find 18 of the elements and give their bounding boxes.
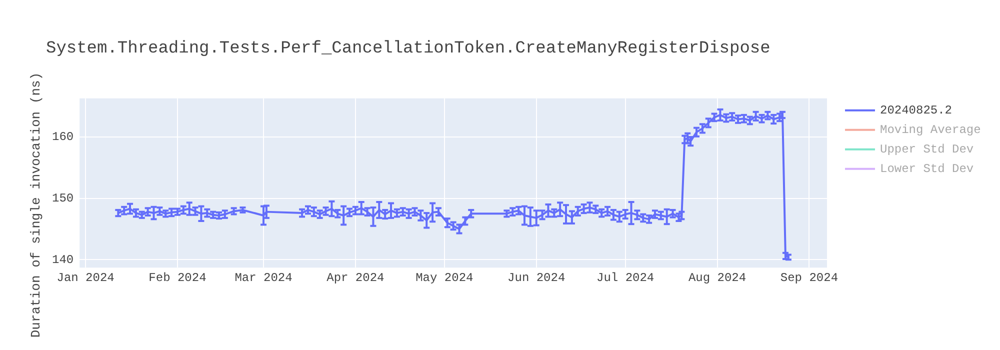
x-tick-label: Feb 2024 [148,270,206,285]
chart-title: System.Threading.Tests.Perf_CancellationToken.CreateManyRegisterDispose [46,40,770,59]
x-tick-label: Jul 2024 [596,270,654,285]
x-tick-label: Mar 2024 [234,270,292,285]
legend-label: 20240825.2 [880,104,952,118]
legend-label: Moving Average [880,123,981,138]
y-tick-label: 150 [52,192,74,206]
y-tick-label: 140 [52,252,74,267]
x-tick-label: Jun 2024 [508,270,566,285]
legend-label: Lower Std Dev [880,162,974,176]
x-tick-label: Apr 2024 [326,270,384,285]
x-tick-label: May 2024 [416,270,474,285]
x-tick-label: Aug 2024 [688,270,746,285]
x-tick-label: Jan 2024 [56,270,114,285]
y-tick-label: 160 [52,130,74,144]
x-tick-label: Sep 2024 [780,270,838,285]
y-axis-title: Duration of single invocation (ns) [28,72,44,338]
legend-label: Upper Std Dev [880,142,974,157]
